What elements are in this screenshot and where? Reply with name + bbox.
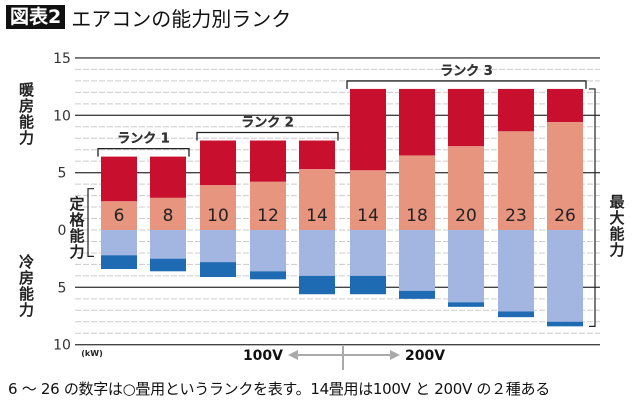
bar-cooling-rated (250, 230, 286, 272)
category-label: 14 (306, 206, 328, 226)
max-capacity-label-char: 力 (609, 241, 624, 259)
rated-capacity-label-char: 能 (69, 227, 84, 245)
bar-cooling-rated (399, 230, 435, 291)
category-label: 12 (257, 206, 279, 226)
heating-capacity-label: 暖房能力 (17, 82, 35, 146)
bar-heating-rated (399, 155, 435, 230)
category-label: 10 (207, 206, 229, 226)
category-label: 26 (554, 206, 576, 226)
bar-heating-rated (448, 146, 484, 230)
voltage-arrow (288, 346, 400, 370)
bar-heating-max (101, 156, 137, 202)
bar-heating-max (200, 140, 236, 186)
rated-capacity-label-char: 力 (69, 243, 84, 261)
bar-cooling-max (399, 290, 435, 299)
bar-heating-max (498, 88, 534, 132)
category-label: 23 (505, 206, 527, 226)
y-tick-label: 0 (58, 223, 67, 239)
bar-cooling-max (299, 275, 335, 295)
rank-label: ランク 1 (117, 132, 170, 147)
rated-capacity-label-char: 定 (69, 195, 84, 213)
rank-label: ランク 2 (241, 116, 294, 131)
bar-cooling-rated (299, 230, 335, 276)
rank-bracket (196, 131, 339, 141)
bar-heating-max (350, 88, 386, 171)
max-bracket (589, 88, 596, 327)
category-label: 18 (406, 206, 428, 226)
rank-bracket (97, 147, 190, 157)
bar-cooling-rated (448, 230, 484, 303)
bar-heating-rated (299, 169, 335, 230)
rank-label: ランク 3 (440, 64, 493, 79)
bar-heating-max (250, 140, 286, 182)
bar-heating-rated (498, 131, 534, 230)
y-tick-label: 5 (58, 280, 67, 296)
y-tick-label: 10 (53, 108, 71, 124)
rated-capacity-label-char: 格 (69, 211, 85, 229)
bar-cooling-max (250, 271, 286, 280)
category-label: 20 (455, 206, 477, 226)
title-text: エアコンの能力別ランク (71, 6, 292, 31)
bar-cooling-max (448, 302, 484, 307)
bar-heating-rated (200, 185, 236, 230)
category-label: 8 (163, 206, 174, 226)
rated-bracket (87, 188, 94, 257)
bar-heating-rated (250, 181, 286, 230)
bar-cooling-max (150, 258, 186, 272)
figure-tag: 図表2 (6, 5, 66, 29)
max-capacity-label-char: 大 (609, 209, 624, 227)
bar-cooling-max (350, 275, 386, 295)
bar-cooling-rated (498, 230, 534, 312)
category-label: 14 (357, 206, 379, 226)
voltage-100v-label: 100V (243, 348, 283, 364)
bar-cooling-max (101, 255, 137, 269)
unit-label: (kW) (81, 349, 102, 358)
rank-brackets: ランク 1 ランク 2 ランク 3 (97, 64, 587, 157)
bar-cooling-max (200, 262, 236, 278)
bar-heating-rated (547, 122, 583, 230)
bar-cooling-rated (200, 230, 236, 263)
bar-heating-max (547, 88, 583, 123)
footnote: 6 ～ 26 の数字は○畳用というランクを表す。14畳用は100V と 200V… (8, 380, 550, 398)
bar-heating-rated (350, 170, 386, 230)
y-tick-label: 15 (53, 51, 71, 67)
category-label: 6 (114, 206, 125, 226)
y-tick-label: 10 (53, 338, 71, 354)
bar-heating-max (448, 88, 484, 147)
bar-cooling-rated (547, 230, 583, 322)
bar-heating-max (399, 88, 435, 156)
bar-heating-rated (101, 201, 137, 230)
cooling-capacity-label: 冷房能力 (17, 254, 35, 318)
bars: 6 8 10 12 14 14 18 20 23 26 (101, 88, 583, 327)
bar-cooling-max (547, 321, 583, 327)
chart-title: 図表2 エアコンの能力別ランク (6, 4, 292, 31)
bar-cooling-rated (350, 230, 386, 276)
bar-heating-max (150, 156, 186, 198)
voltage-200v-label: 200V (405, 348, 445, 364)
rank-bracket (346, 80, 587, 89)
bar-heating-max (299, 140, 335, 170)
y-tick-label: 5 (58, 166, 67, 182)
bar-cooling-rated (101, 230, 137, 256)
bar-cooling-max (498, 311, 534, 318)
bar-heating-rated (150, 197, 186, 230)
bar-cooling-rated (150, 230, 186, 259)
max-capacity-label-char: 能 (609, 225, 624, 243)
max-capacity-label-char: 最 (609, 193, 625, 211)
y-ticks: 0 5 10 15 5 10 (53, 51, 71, 354)
